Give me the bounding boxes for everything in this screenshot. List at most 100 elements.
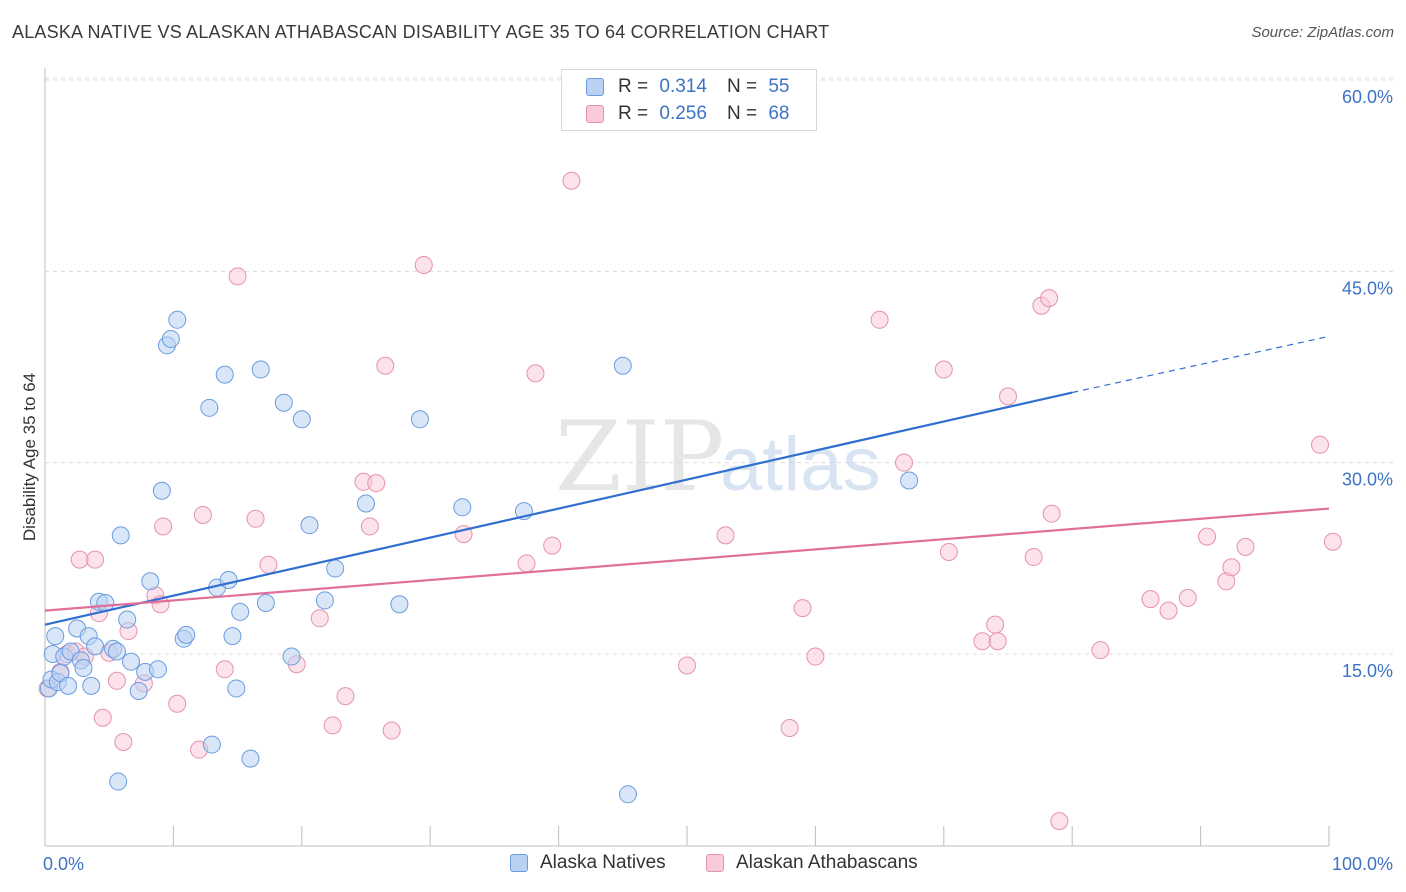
- chart-title: ALASKA NATIVE VS ALASKAN ATHABASCAN DISA…: [12, 22, 830, 42]
- data-point: [251, 360, 270, 379]
- data-point: [986, 615, 1005, 634]
- data-point: [1091, 641, 1110, 660]
- data-point: [939, 542, 958, 561]
- tick-labels: 15.0% 30.0% 45.0% 60.0% 0.0% 100.0%: [43, 87, 1393, 874]
- data-point: [988, 632, 1007, 651]
- trend-line-extension: [1072, 335, 1330, 394]
- legend-row-alaska-natives: R = 0.314 N = 55: [586, 74, 789, 100]
- n-value: 68: [768, 103, 790, 124]
- data-point: [367, 474, 386, 493]
- data-point: [154, 517, 173, 536]
- r-value: 0.314: [659, 76, 707, 97]
- data-point: [122, 652, 141, 671]
- data-point: [231, 602, 250, 621]
- data-point: [114, 733, 133, 752]
- data-point: [107, 642, 126, 661]
- data-point: [223, 627, 242, 646]
- data-point: [315, 591, 334, 610]
- data-point: [219, 571, 238, 590]
- data-point: [1159, 601, 1178, 620]
- data-point: [141, 572, 160, 591]
- data-point: [129, 681, 148, 700]
- data-point: [300, 516, 319, 535]
- data-point: [1198, 527, 1217, 546]
- data-point: [973, 632, 992, 651]
- data-point: [543, 536, 562, 555]
- data-point: [414, 255, 433, 274]
- data-point: [870, 310, 889, 329]
- legend-swatch-pink: [706, 854, 724, 872]
- data-point: [934, 360, 953, 379]
- y-tick-label: 30.0%: [1342, 470, 1393, 490]
- data-point: [1141, 590, 1160, 609]
- data-point: [227, 679, 246, 698]
- data-point: [1311, 435, 1330, 454]
- data-point: [360, 517, 379, 536]
- data-point: [310, 609, 329, 628]
- data-point: [177, 625, 196, 644]
- data-point: [323, 716, 342, 735]
- data-point: [168, 310, 187, 329]
- data-point: [152, 481, 171, 500]
- r-label: R =: [618, 76, 649, 97]
- legend-swatch-blue: [586, 78, 604, 96]
- data-point: [793, 599, 812, 618]
- data-point: [999, 387, 1017, 406]
- data-point: [336, 687, 355, 706]
- trend-line-alaska-natives: [44, 391, 1073, 626]
- data-point: [1323, 532, 1342, 551]
- data-point: [86, 637, 105, 656]
- data-point: [618, 785, 637, 804]
- data-point: [292, 410, 311, 429]
- data-point: [562, 171, 581, 190]
- series-alaska-natives: [39, 310, 919, 804]
- data-point: [70, 550, 89, 569]
- legend-item-alaskan-athabascans: Alaskan Athabascans: [706, 852, 918, 874]
- data-point: [46, 627, 65, 646]
- trend-lines: [44, 335, 1330, 626]
- r-label: R =: [618, 103, 649, 124]
- correlation-legend: R = 0.314 N = 55 R = 0.256 N = 68: [561, 69, 817, 131]
- data-point: [59, 676, 78, 695]
- r-value: 0.256: [659, 103, 707, 124]
- data-point: [1236, 537, 1255, 556]
- data-point: [1050, 812, 1069, 831]
- data-point: [118, 610, 137, 629]
- x-tick-label: 100.0%: [1332, 854, 1393, 874]
- data-point: [193, 505, 212, 524]
- data-point: [215, 660, 234, 679]
- y-tick-label: 45.0%: [1342, 278, 1393, 298]
- data-point: [390, 595, 409, 614]
- legend-label: Alaskan Athabascans: [736, 852, 918, 873]
- data-point: [716, 526, 735, 545]
- data-point: [93, 708, 112, 727]
- legend-swatch-pink: [586, 105, 604, 123]
- n-value: 55: [768, 76, 790, 97]
- data-point: [215, 365, 234, 384]
- data-point: [86, 550, 105, 569]
- data-point: [1178, 588, 1197, 607]
- data-point: [376, 356, 395, 375]
- data-point: [107, 671, 126, 690]
- data-point: [1042, 504, 1061, 523]
- data-point: [900, 471, 919, 490]
- data-point: [1024, 548, 1043, 567]
- data-point: [161, 329, 180, 348]
- data-point: [780, 718, 799, 737]
- legend-label: Alaska Natives: [540, 852, 666, 873]
- series-legend: Alaska Natives Alaskan Athabascans: [0, 852, 1406, 878]
- data-point: [246, 509, 265, 528]
- data-point: [526, 364, 545, 383]
- data-point: [241, 749, 260, 768]
- source-label: Source: ZipAtlas.com: [1251, 24, 1394, 41]
- data-point: [613, 356, 632, 375]
- legend-item-alaska-natives: Alaska Natives: [510, 852, 666, 874]
- data-point: [202, 735, 221, 754]
- data-point: [806, 647, 825, 666]
- data-point: [357, 494, 375, 513]
- y-tick-label: 60.0%: [1342, 87, 1393, 107]
- watermark-zip: ZIP: [555, 401, 724, 513]
- watermark: ZIP atlas: [555, 401, 881, 513]
- data-point: [382, 721, 401, 740]
